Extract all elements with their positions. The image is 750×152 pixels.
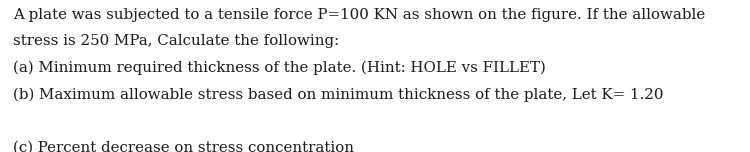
Text: (b) Maximum allowable stress based on minimum thickness of the plate, Let K= 1.2: (b) Maximum allowable stress based on mi… — [13, 87, 664, 102]
Text: stress is 250 MPa, Calculate the following:: stress is 250 MPa, Calculate the followi… — [13, 34, 340, 48]
Text: (c) Percent decrease on stress concentration: (c) Percent decrease on stress concentra… — [13, 141, 355, 152]
Text: (a) Minimum required thickness of the plate. (Hint: HOLE vs FILLET): (a) Minimum required thickness of the pl… — [13, 61, 546, 75]
Text: A plate was subjected to a tensile force P=100 KN as shown on the figure. If the: A plate was subjected to a tensile force… — [13, 8, 706, 22]
